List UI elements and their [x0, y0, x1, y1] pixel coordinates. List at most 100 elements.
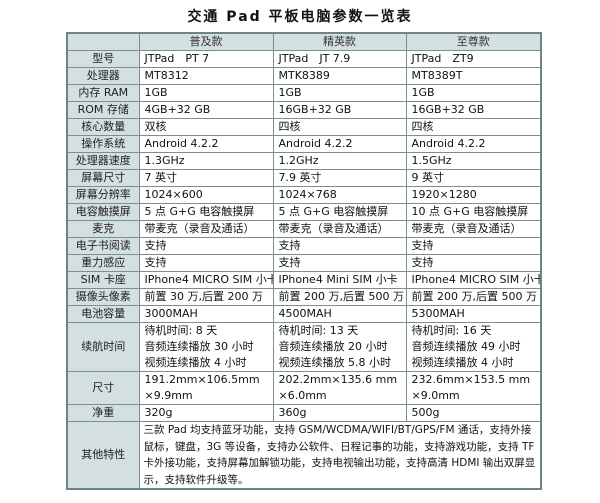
cell: 前置 30 万,后置 200 万 [138, 288, 274, 306]
row-label: 处理器速度 [66, 152, 140, 170]
cell: 1.3GHz [138, 152, 274, 170]
cell: 9 英寸 [405, 169, 542, 187]
table-row: 电容触摸屏 5 点 G+G 电容触摸屏 5 点 G+G 电容触摸屏 10 点 G+G … [66, 203, 542, 221]
cell: 191.2mm×106.5mm ×9.9mm [138, 371, 274, 405]
cell: 支持 [405, 237, 542, 255]
table-row-size: 尺寸 191.2mm×106.5mm ×9.9mm 202.2mm×135.6 m… [66, 371, 542, 405]
row-label: 电容触摸屏 [66, 203, 140, 221]
cell: 1024×768 [272, 186, 407, 204]
cell: 5300MAH [405, 305, 542, 323]
table-row-weight: 净重 320g 360g 500g [66, 404, 542, 422]
cell: 16GB+32 GB [272, 101, 407, 119]
row-label: 屏幕尺寸 [66, 169, 140, 187]
cell: 双核 [138, 118, 274, 136]
cell: 232.6mm×153.5 mm ×9.0mm [405, 371, 542, 405]
cell-line: 音频连续播放 20 小时 [278, 340, 388, 353]
cell: 待机时间: 13 天音频连续播放 20 小时 视频连续播放 5.8 小时 [272, 322, 407, 372]
cell: 360g [272, 404, 407, 422]
table-row: 操作系统 Android 4.2.2 Android 4.2.2 Android 4.… [66, 135, 542, 153]
cell-line: ×9.0mm [411, 389, 460, 402]
row-label: ROM 存储 [66, 101, 140, 119]
cell: MT8312 [138, 67, 274, 85]
cell: 四核 [272, 118, 407, 136]
cell: 500g [405, 404, 542, 422]
cell: 7 英寸 [138, 169, 274, 187]
cell: 320g [138, 404, 274, 422]
cell: 支持 [272, 254, 407, 272]
cell: IPhone4 MICRO SIM 小卡 [405, 271, 542, 289]
cell-line: 音频连续播放 49 小时 [411, 340, 521, 353]
cell: 支持 [138, 237, 274, 255]
table-row: 型号 JTPad PT 7 JTPad JT 7.9 JTPad ZT9 [66, 50, 542, 68]
spec-table: 普及款 精英款 至尊款 型号 JTPad PT 7 JTPad JT 7.9 JTPa… [66, 32, 542, 490]
cell: 1GB [138, 84, 274, 102]
header-corner [66, 32, 140, 51]
cell-line: 视频连续播放 5.8 小时 [278, 356, 392, 369]
cell-line: 音频连续播放 30 小时 [144, 340, 254, 353]
table-row: 重力感应 支持 支持 支持 [66, 254, 542, 272]
cell: IPhone4 Mini SIM 小卡 [272, 271, 407, 289]
cell: 1920×1280 [405, 186, 542, 204]
cell: JTPad ZT9 [405, 50, 542, 68]
cell: Android 4.2.2 [138, 135, 274, 153]
header-premium: 至尊款 [405, 32, 542, 51]
header-basic: 普及款 [138, 32, 274, 51]
table-row: 核心数量 双核 四核 四核 [66, 118, 542, 136]
cell: 1GB [272, 84, 407, 102]
table-row-battery-life: 续航时间 待机时间: 8 天音频连续播放 30 小时 视频连续播放 4 小时 待机… [66, 322, 542, 372]
row-label: 型号 [66, 50, 140, 68]
cell-line: 待机时间: 16 天 [411, 324, 492, 337]
header-elite: 精英款 [272, 32, 407, 51]
table-row: 处理器速度 1.3GHz 1.2GHz 1.5GHz [66, 152, 542, 170]
cell: 带麦克（录音及通话） [138, 220, 274, 238]
cell: 带麦克（录音及通话） [272, 220, 407, 238]
cell: 5 点 G+G 电容触摸屏 [138, 203, 274, 221]
cell: 支持 [138, 254, 274, 272]
other-features-text: 三款 Pad 均支持蓝牙功能，支持 GSM/WCDMA/WIFI/BT/GPS/… [138, 421, 542, 490]
row-label: 续航时间 [66, 322, 140, 372]
cell: JTPad JT 7.9 [272, 50, 407, 68]
row-label: 内存 RAM [66, 84, 140, 102]
cell: 待机时间: 8 天音频连续播放 30 小时 视频连续播放 4 小时 [138, 322, 274, 372]
row-label: 摄像头像素 [66, 288, 140, 306]
row-label: 操作系统 [66, 135, 140, 153]
cell: JTPad PT 7 [138, 50, 274, 68]
row-label: 电池容量 [66, 305, 140, 323]
cell: IPhone4 MICRO SIM 小卡 [138, 271, 274, 289]
table-row: 麦克 带麦克（录音及通话） 带麦克（录音及通话） 带麦克（录音及通话） [66, 220, 542, 238]
cell: 1.2GHz [272, 152, 407, 170]
cell: 4GB+32 GB [138, 101, 274, 119]
cell: 支持 [405, 254, 542, 272]
row-label: 其他特性 [66, 421, 140, 490]
cell: 四核 [405, 118, 542, 136]
cell-line: 视频连续播放 4 小时 [144, 356, 247, 369]
cell: 1.5GHz [405, 152, 542, 170]
row-label: 尺寸 [66, 371, 140, 405]
table-row: SIM 卡座 IPhone4 MICRO SIM 小卡 IPhone4 Mini S… [66, 271, 542, 289]
cell-line: 232.6mm×153.5 mm [411, 373, 531, 386]
header-row: 普及款 精英款 至尊款 [66, 32, 542, 51]
table-row-other: 其他特性 三款 Pad 均支持蓝牙功能，支持 GSM/WCDMA/WIFI/BT… [66, 421, 542, 490]
cell: 4500MAH [272, 305, 407, 323]
cell-line: ×9.9mm [144, 389, 193, 402]
cell: Android 4.2.2 [272, 135, 407, 153]
cell: 前置 200 万,后置 500 万 [405, 288, 542, 306]
cell-line: 191.2mm×106.5mm [144, 373, 260, 386]
row-label: 核心数量 [66, 118, 140, 136]
cell: 1GB [405, 84, 542, 102]
page-title: 交通 Pad 平板电脑参数一览表 [187, 9, 413, 25]
table-row: ROM 存储 4GB+32 GB 16GB+32 GB 16GB+32 GB [66, 101, 542, 119]
cell: 5 点 G+G 电容触摸屏 [272, 203, 407, 221]
cell-line: 202.2mm×135.6 mm [278, 373, 398, 386]
table-row: 处理器 MT8312 MTK8389 MT8389T [66, 67, 542, 85]
row-label: 麦克 [66, 220, 140, 238]
cell-line: 待机时间: 13 天 [278, 324, 359, 337]
cell: 带麦克（录音及通话） [405, 220, 542, 238]
row-label: 净重 [66, 404, 140, 422]
cell: 202.2mm×135.6 mm ×6.0mm [272, 371, 407, 405]
row-label: 重力感应 [66, 254, 140, 272]
cell: 3000MAH [138, 305, 274, 323]
table-row: 电子书阅读 支持 支持 支持 [66, 237, 542, 255]
table-row: 内存 RAM 1GB 1GB 1GB [66, 84, 542, 102]
cell-line: 待机时间: 8 天 [144, 324, 218, 337]
